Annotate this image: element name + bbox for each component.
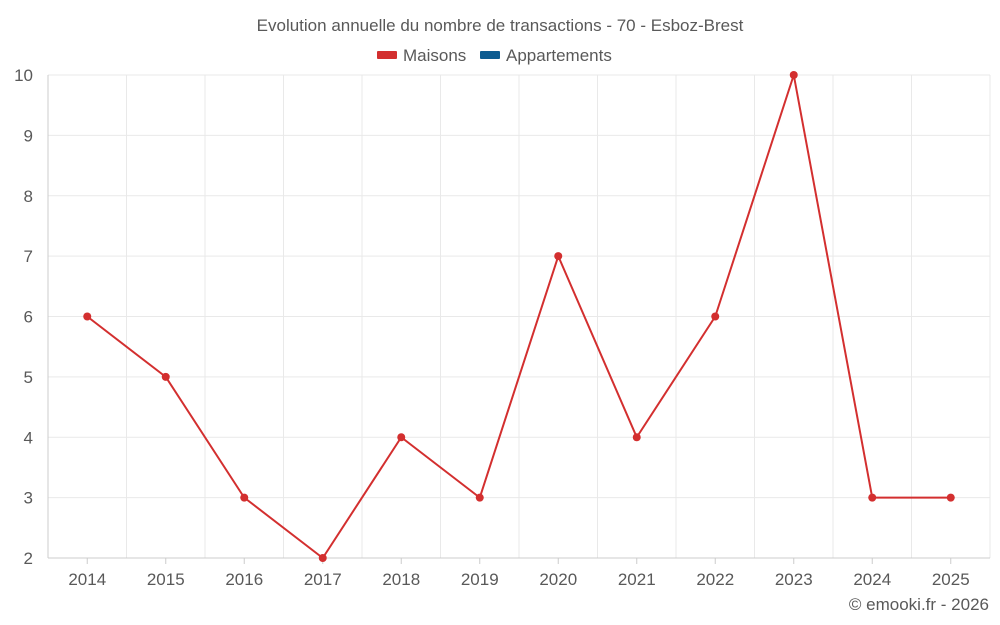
data-point-maisons[interactable] <box>711 312 720 321</box>
data-point-maisons[interactable] <box>397 433 406 442</box>
data-point-maisons[interactable] <box>161 372 170 381</box>
y-tick-label: 4 <box>24 428 33 447</box>
y-tick-label: 2 <box>24 549 33 568</box>
legend-swatch-maisons <box>377 51 397 59</box>
x-tick-label: 2019 <box>461 570 499 589</box>
data-point-maisons[interactable] <box>946 493 955 502</box>
x-tick-label: 2025 <box>932 570 970 589</box>
data-point-maisons[interactable] <box>475 493 484 502</box>
legend-swatch-appartements <box>480 51 500 59</box>
y-tick-label: 3 <box>24 489 33 508</box>
axes <box>47 75 990 564</box>
x-tick-label: 2023 <box>775 570 813 589</box>
x-tick-label: 2017 <box>304 570 342 589</box>
x-tick-label: 2018 <box>382 570 420 589</box>
data-point-maisons[interactable] <box>632 433 641 442</box>
series-points <box>83 71 955 562</box>
x-tick-label: 2014 <box>68 570 106 589</box>
legend-item-maisons[interactable]: Maisons <box>377 46 466 65</box>
chart-title: Evolution annuelle du nombre de transact… <box>257 16 744 35</box>
legend-label-appartements: Appartements <box>506 46 612 65</box>
legend-label-maisons: Maisons <box>403 46 466 65</box>
x-tick-label: 2016 <box>225 570 263 589</box>
y-tick-label: 5 <box>24 368 33 387</box>
y-tick-label: 6 <box>24 308 33 327</box>
x-tick-label: 2020 <box>539 570 577 589</box>
data-point-maisons[interactable] <box>868 493 877 502</box>
x-grid <box>126 75 991 558</box>
y-tick-label: 7 <box>24 247 33 266</box>
data-point-maisons[interactable] <box>318 554 327 562</box>
data-point-maisons[interactable] <box>789 71 798 79</box>
x-tick-label: 2022 <box>696 570 734 589</box>
y-tick-label: 10 <box>14 66 33 85</box>
legend-item-appartements[interactable]: Appartements <box>480 46 612 65</box>
x-tick-label: 2024 <box>853 570 891 589</box>
y-axis-ticks: 2 3 4 5 6 7 8 9 10 <box>14 66 33 568</box>
y-tick-label: 9 <box>24 126 33 145</box>
y-tick-label: 8 <box>24 187 33 206</box>
x-tick-label: 2021 <box>618 570 656 589</box>
data-point-maisons[interactable] <box>83 312 92 321</box>
x-axis-ticks: 2014 2015 2016 2017 2018 2019 2020 2021 2022 2023… <box>68 570 969 589</box>
data-point-maisons[interactable] <box>554 252 563 261</box>
series-line-maisons <box>86 74 951 559</box>
x-tick-label: 2015 <box>147 570 185 589</box>
series-lines <box>86 74 951 559</box>
legend: Maisons Appartements <box>377 46 612 65</box>
data-point-maisons[interactable] <box>240 493 249 502</box>
credit-text: © emooki.fr - 2026 <box>849 595 989 614</box>
